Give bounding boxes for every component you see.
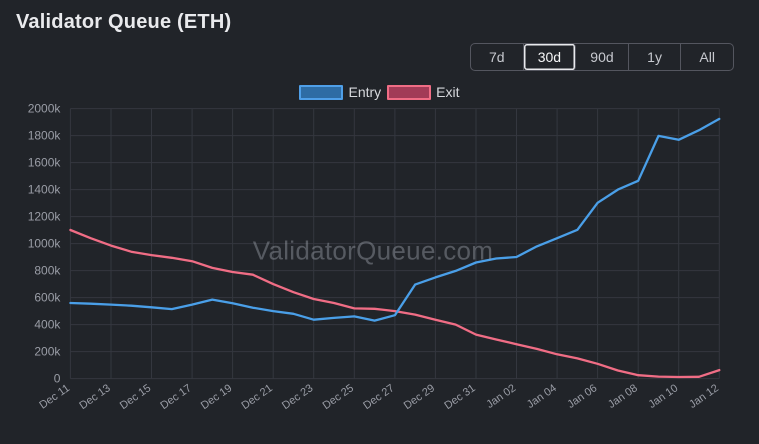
svg-text:Dec 29: Dec 29	[402, 382, 437, 412]
svg-text:2000k: 2000k	[28, 102, 62, 116]
svg-text:1800k: 1800k	[28, 129, 62, 143]
svg-text:1200k: 1200k	[28, 210, 62, 224]
svg-text:Jan 10: Jan 10	[646, 382, 680, 411]
svg-text:1000k: 1000k	[28, 237, 62, 251]
svg-text:400k: 400k	[34, 318, 61, 332]
svg-text:0: 0	[54, 372, 61, 386]
svg-text:1600k: 1600k	[28, 156, 62, 170]
svg-text:200k: 200k	[34, 345, 61, 359]
svg-text:Jan 08: Jan 08	[606, 382, 640, 411]
svg-text:1400k: 1400k	[28, 183, 62, 197]
svg-text:Jan 04: Jan 04	[525, 382, 559, 411]
svg-text:Dec 11: Dec 11	[37, 382, 72, 411]
svg-text:Dec 15: Dec 15	[118, 382, 153, 412]
svg-text:800k: 800k	[34, 264, 61, 278]
svg-text:Dec 21: Dec 21	[239, 382, 274, 412]
svg-text:Dec 17: Dec 17	[158, 382, 193, 412]
svg-text:Jan 02: Jan 02	[484, 382, 518, 411]
svg-text:Dec 25: Dec 25	[321, 382, 356, 412]
svg-text:Dec 31: Dec 31	[442, 382, 477, 412]
svg-text:600k: 600k	[34, 291, 61, 305]
svg-text:Jan 06: Jan 06	[565, 382, 599, 411]
svg-text:Dec 13: Dec 13	[77, 382, 112, 412]
svg-text:Dec 23: Dec 23	[280, 382, 315, 412]
svg-text:Dec 27: Dec 27	[361, 382, 396, 412]
svg-text:Dec 19: Dec 19	[199, 382, 234, 412]
svg-text:Jan 12: Jan 12	[687, 382, 721, 411]
